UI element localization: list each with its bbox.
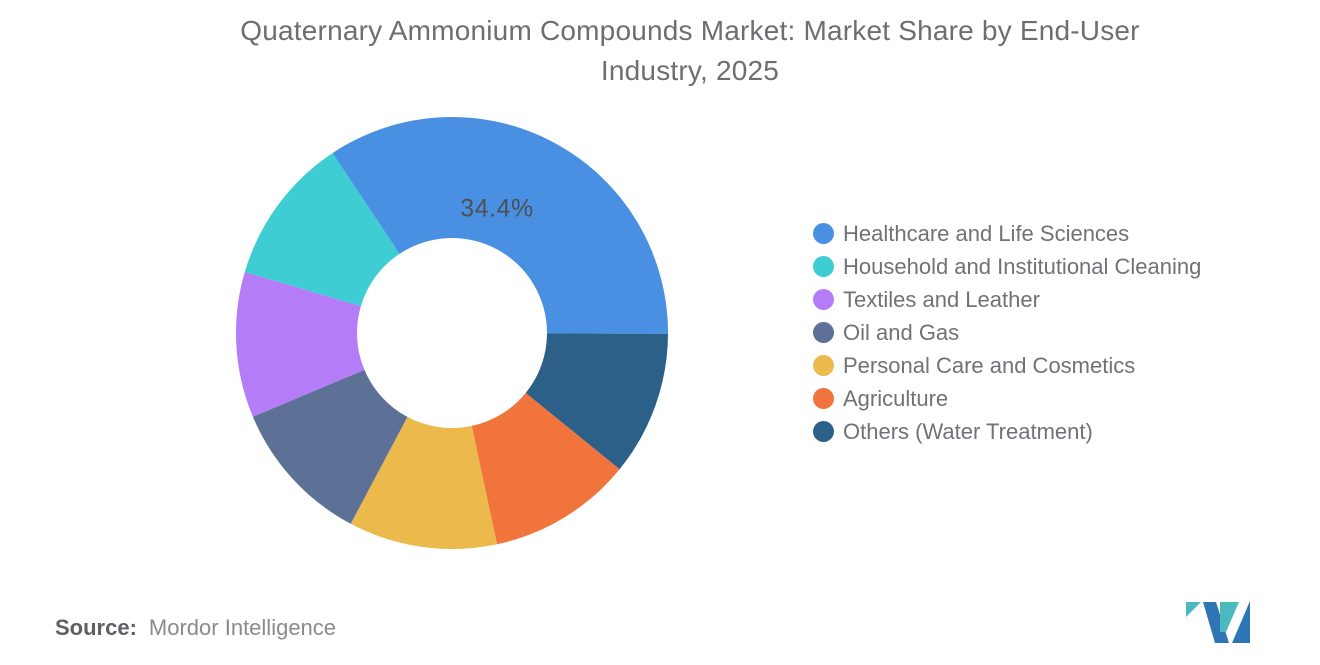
legend-marker-icon	[813, 322, 834, 343]
pie-slice[interactable]	[252, 369, 408, 524]
legend-marker-icon	[813, 289, 834, 310]
logo-blue-diagonal	[1203, 602, 1229, 643]
pie-slice[interactable]	[332, 116, 668, 334]
logo-teal-triangle	[1186, 602, 1201, 617]
slice-data-label: 34.4%	[460, 194, 534, 223]
logo-blue-right-triangle	[1232, 601, 1250, 643]
legend-marker-icon	[813, 355, 834, 376]
pie-slice[interactable]	[236, 271, 365, 417]
legend-item[interactable]: Personal Care and Cosmetics	[813, 349, 1201, 382]
source-label: Source:	[55, 615, 137, 640]
mordor-intelligence-logo	[1186, 601, 1250, 643]
legend-item[interactable]: Household and Institutional Cleaning	[813, 250, 1201, 283]
legend-item[interactable]: Others (Water Treatment)	[813, 415, 1201, 448]
legend: Healthcare and Life Sciences Household an…	[813, 217, 1201, 448]
pie-slice[interactable]	[244, 153, 400, 307]
legend-marker-icon	[813, 388, 834, 409]
legend-item[interactable]: Agriculture	[813, 382, 1201, 415]
chart-title: Quaternary Ammonium Compounds Market: Ma…	[60, 11, 1320, 91]
source-value: Mordor Intelligence	[148, 615, 337, 640]
legend-item-label: Textiles and Leather	[843, 286, 1040, 312]
legend-marker-icon	[813, 256, 834, 277]
legend-item-label: Agriculture	[843, 385, 949, 411]
legend-item-label: Household and Institutional Cleaning	[843, 253, 1202, 279]
chart-title-line-2: Industry, 2025	[600, 55, 780, 86]
logo-teal-parallelogram	[1220, 602, 1239, 632]
pie-slice[interactable]	[471, 392, 620, 545]
legend-item-label: Healthcare and Life Sciences	[843, 220, 1130, 246]
legend-item-label: Personal Care and Cosmetics	[843, 352, 1136, 378]
legend-item[interactable]: Textiles and Leather	[813, 283, 1201, 316]
legend-item[interactable]: Oil and Gas	[813, 316, 1201, 349]
donut-chart	[236, 116, 668, 549]
pie-slice[interactable]	[350, 416, 497, 549]
legend-item-label: Others (Water Treatment)	[843, 418, 1093, 444]
legend-item[interactable]: Healthcare and Life Sciences	[813, 217, 1201, 250]
legend-marker-icon	[813, 223, 834, 244]
legend-item-label: Oil and Gas	[843, 319, 960, 345]
legend-marker-icon	[813, 421, 834, 442]
chart-title-line-1: Quaternary Ammonium Compounds Market: Ma…	[240, 15, 1140, 46]
source-line: Source: Mordor Intelligence	[55, 615, 336, 641]
pie-slice[interactable]	[525, 333, 668, 470]
